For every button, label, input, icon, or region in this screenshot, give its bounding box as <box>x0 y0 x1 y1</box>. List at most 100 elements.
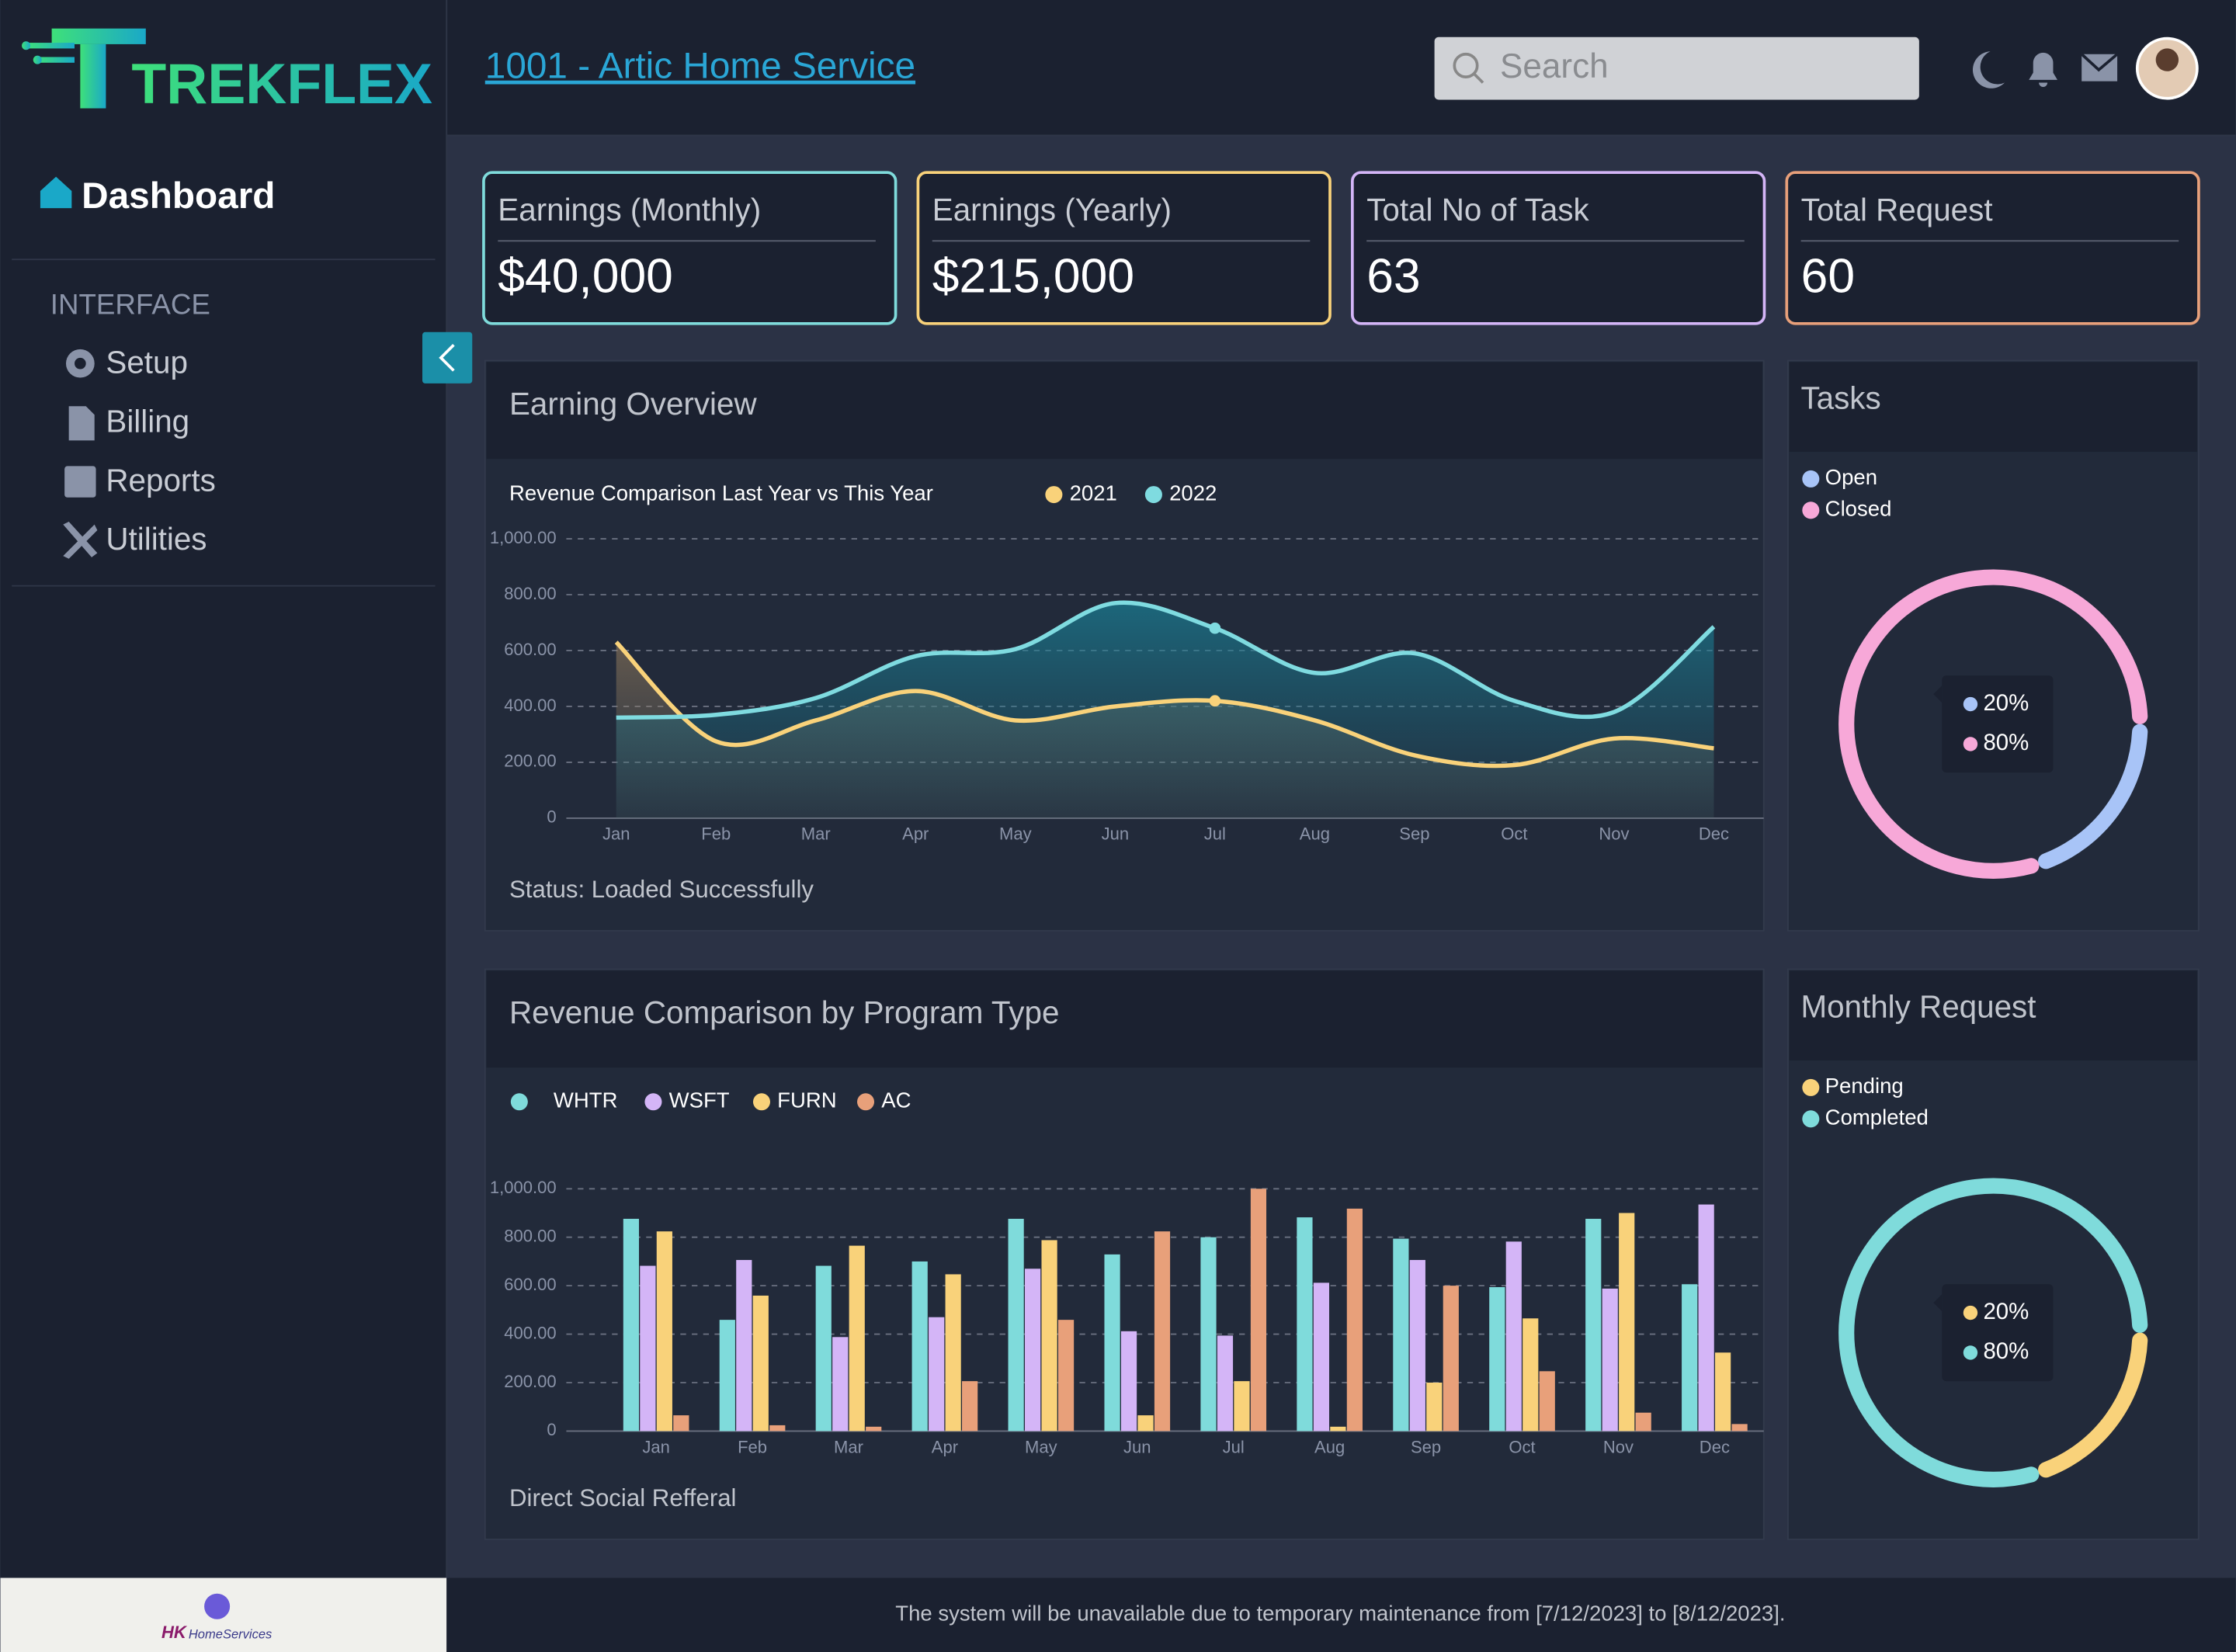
legend-label[interactable]: WSFT <box>669 1088 730 1112</box>
x-tick-label: Jul <box>1223 1437 1245 1456</box>
legend-marker <box>1045 486 1063 504</box>
line <box>616 600 1716 720</box>
search-box[interactable] <box>1434 36 1919 100</box>
legend-label[interactable]: WHTR <box>554 1088 618 1112</box>
bar <box>1505 1241 1522 1432</box>
y-tick-label: 800.00 <box>504 1227 556 1246</box>
bar <box>1635 1412 1651 1432</box>
panel-header <box>486 362 1762 460</box>
bar <box>1234 1381 1250 1432</box>
footer-logo-text: HomeServices <box>189 1626 272 1641</box>
bar <box>1539 1371 1555 1432</box>
bar <box>1731 1424 1748 1432</box>
bar <box>1409 1260 1425 1432</box>
stat-label: Total No of Task <box>1366 192 1589 227</box>
y-tick-label: 1,000.00 <box>490 528 557 547</box>
nav-item[interactable]: Billing <box>106 404 189 439</box>
bar <box>1120 1331 1137 1432</box>
tooltip-marker <box>1963 1305 1978 1321</box>
legend-label[interactable]: AC <box>881 1088 911 1112</box>
panel-header <box>486 970 1762 1068</box>
bar <box>656 1231 672 1432</box>
legend-marker <box>752 1093 770 1111</box>
bar <box>1393 1238 1409 1432</box>
legend-label[interactable]: FURN <box>777 1088 836 1112</box>
bar <box>1715 1352 1731 1432</box>
legend-marker <box>1144 486 1162 504</box>
stat-card <box>916 171 1332 325</box>
x-tick-label: Feb <box>738 1437 767 1456</box>
line <box>614 640 1714 769</box>
stat-value: 60 <box>1801 248 1855 303</box>
x-tick-label: May <box>999 824 1032 844</box>
legend-label[interactable]: Open <box>1825 465 1877 489</box>
bar <box>849 1245 865 1432</box>
y-tick-label: 800.00 <box>504 584 556 603</box>
x-tick-label: Sep <box>1411 1437 1441 1456</box>
bar <box>1619 1213 1635 1432</box>
stat-card <box>1351 171 1766 325</box>
tooltip-pointer <box>1933 1294 1943 1312</box>
nav-section: INTERFACE <box>50 288 210 320</box>
nav-item[interactable]: Reports <box>106 462 215 498</box>
maintenance-notice: The system will be unavailable due to te… <box>895 1602 1785 1626</box>
point-marker <box>1209 622 1221 634</box>
legend-marker <box>857 1093 875 1111</box>
search-icon <box>1453 52 1479 78</box>
bar <box>1426 1382 1443 1432</box>
legend-marker <box>1802 502 1820 519</box>
nav-dashboard[interactable]: Dashboard <box>82 175 275 217</box>
y-tick-label: 600.00 <box>504 640 556 659</box>
y-tick-label: 200.00 <box>504 751 556 771</box>
tooltip-label: 80% <box>1983 730 2029 755</box>
nav-item[interactable]: Setup <box>106 345 188 380</box>
y-tick-label: 400.00 <box>504 1323 556 1342</box>
bar <box>719 1320 735 1432</box>
site-title[interactable]: 1001 - Artic Home Service <box>485 46 915 87</box>
legend-label[interactable]: Closed <box>1825 497 1892 521</box>
y-tick-label: 0 <box>547 807 556 827</box>
x-tick-label: Feb <box>701 824 731 844</box>
reports-icon <box>64 466 96 498</box>
bar <box>1346 1208 1363 1432</box>
bar <box>1330 1426 1346 1432</box>
bar <box>1200 1237 1217 1432</box>
bar <box>911 1261 928 1432</box>
x-tick-label: Apr <box>932 1437 958 1456</box>
y-tick-label: 0 <box>547 1420 556 1439</box>
x-tick-label: May <box>1025 1437 1057 1456</box>
area <box>616 602 1714 818</box>
legend-label[interactable]: 2021 <box>1070 481 1117 505</box>
chart-footer: Direct Social Refferal <box>509 1484 737 1511</box>
bar <box>1008 1218 1024 1432</box>
legend-label[interactable]: Completed <box>1825 1105 1929 1130</box>
nav-item[interactable]: Utilities <box>106 521 207 557</box>
bar <box>1025 1268 1041 1432</box>
theme-toggle[interactable] <box>1972 51 2005 88</box>
donut-arc <box>2038 1332 2148 1478</box>
panel-title: Tasks <box>1800 380 1880 416</box>
stat-value: 63 <box>1366 248 1420 303</box>
collapse-button[interactable] <box>422 331 473 384</box>
bar <box>1057 1320 1075 1432</box>
notification-icon[interactable] <box>2029 52 2057 87</box>
stat-value: $215,000 <box>932 248 1134 303</box>
bar <box>1489 1287 1505 1432</box>
legend-label[interactable]: Pending <box>1825 1074 1904 1098</box>
bar <box>1250 1189 1267 1432</box>
bar <box>929 1317 945 1432</box>
legend-label[interactable]: 2022 <box>1169 481 1217 505</box>
bar <box>962 1381 978 1432</box>
donut-arc <box>2038 724 2148 869</box>
x-tick-label: Jun <box>1102 824 1130 844</box>
legend-marker <box>1802 1110 1820 1128</box>
bar <box>752 1295 769 1432</box>
mail-icon[interactable] <box>2080 53 2119 82</box>
bar <box>1104 1254 1120 1432</box>
bar <box>1682 1284 1698 1432</box>
bar <box>832 1337 849 1432</box>
logo-text: TREKFLEX <box>131 52 432 116</box>
home-icon <box>40 176 72 209</box>
footer-bar <box>446 1577 2236 1652</box>
